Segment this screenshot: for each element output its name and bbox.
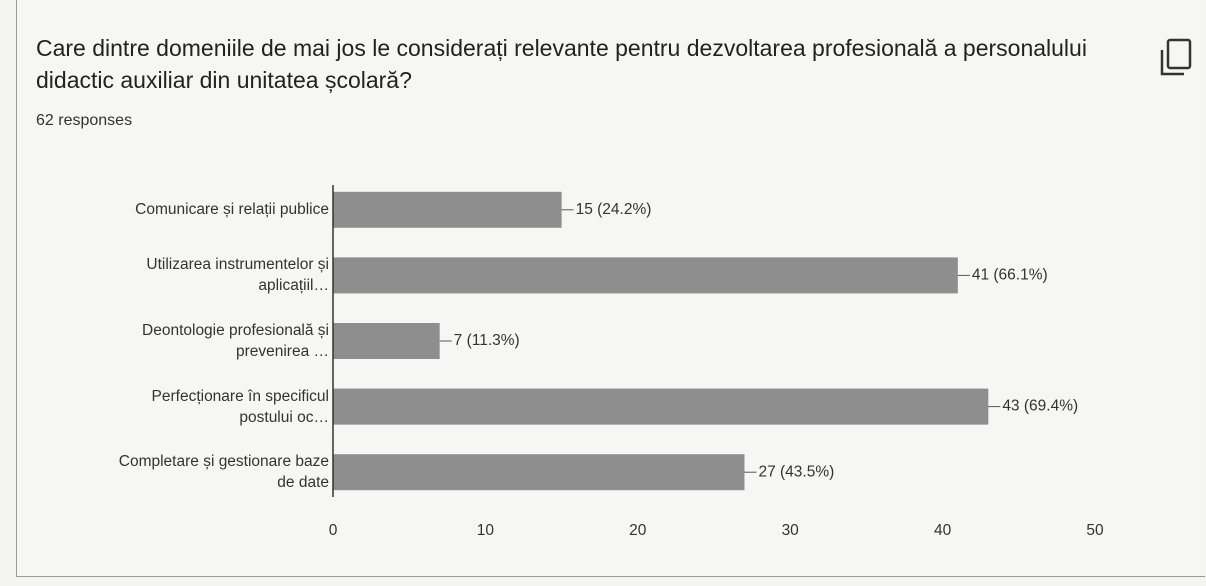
value-label: 15 (24.2%) bbox=[576, 201, 652, 218]
y-tick-label: Comunicare și relații publice bbox=[135, 201, 329, 219]
value-label: 7 (11.3%) bbox=[454, 332, 520, 349]
x-tick-label: 10 bbox=[477, 522, 495, 539]
bar bbox=[333, 191, 562, 228]
bar bbox=[333, 388, 989, 425]
value-label: 27 (43.5%) bbox=[758, 463, 834, 480]
copy-icon[interactable] bbox=[1160, 38, 1192, 76]
bar bbox=[333, 454, 745, 491]
y-tick-label: Perfecționare în specificul postului oc… bbox=[151, 387, 329, 426]
chart-title: Care dintre domeniile de mai jos le cons… bbox=[36, 35, 1087, 93]
bar bbox=[333, 323, 440, 359]
chart-subtitle: 62 responses bbox=[36, 112, 133, 129]
x-tick-label: 40 bbox=[934, 522, 952, 539]
y-tick-label: Utilizarea instrumentelor și aplicațiil… bbox=[146, 256, 329, 295]
x-tick-label: 20 bbox=[629, 522, 647, 539]
y-tick-label: Deontologie profesională și prevenirea … bbox=[142, 322, 329, 360]
bar bbox=[333, 257, 958, 294]
x-tick-label: 50 bbox=[1086, 522, 1104, 539]
value-label: 41 (66.1%) bbox=[972, 266, 1048, 283]
y-tick-label: Completare și gestionare baze de date bbox=[118, 453, 329, 492]
x-tick-label: 30 bbox=[782, 522, 800, 539]
value-label: 43 (69.4%) bbox=[1002, 398, 1078, 415]
x-tick-label: 0 bbox=[329, 522, 338, 539]
